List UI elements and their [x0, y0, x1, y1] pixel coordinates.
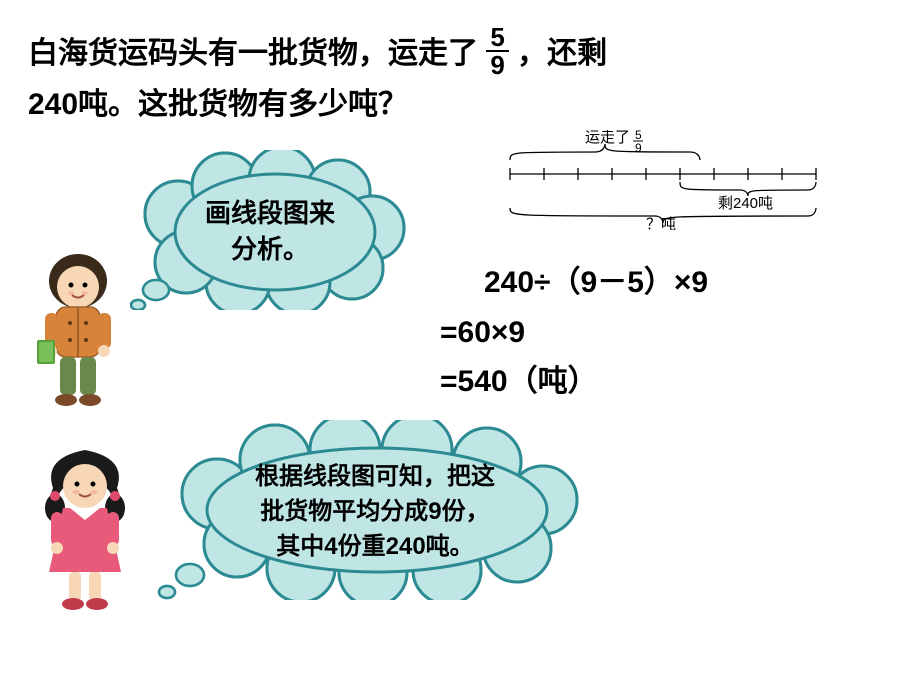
calc-line2: =60×9: [440, 308, 708, 358]
bubble2-text: 根据线段图可知，把这 批货物平均分成9份， 其中4份重240吨。: [155, 460, 595, 564]
calc-line1: 240÷（9－5）×9: [440, 258, 708, 308]
child-boy: [20, 245, 130, 415]
diagram-top-label: 运走了: [585, 130, 630, 146]
problem-line2: 240吨。这批货物有多少吨？: [28, 88, 408, 121]
diagram-bottom-label: ？吨: [646, 216, 676, 230]
diagram-frac-den: 9: [635, 141, 642, 155]
calculation-block: 240÷（9－5）×9 =60×9 =540（吨）: [440, 258, 708, 407]
diagram-right-label: 剩240吨: [718, 195, 773, 212]
bubble2-line1: 根据线段图可知，把这: [255, 463, 495, 490]
problem-part1: 白海货运码头有一批货物，运走了: [28, 37, 478, 70]
frac-denominator: 9: [486, 52, 508, 78]
thought-bubble-1: 画线段图来 分析。: [130, 150, 410, 310]
problem-statement: 白海货运码头有一批货物，运走了 5 9 ，还剩 240吨。这批货物有多少吨？: [28, 28, 880, 127]
problem-part2: ，还剩: [517, 37, 607, 70]
thought-bubble-2: 根据线段图可知，把这 批货物平均分成9份， 其中4份重240吨。: [155, 420, 595, 600]
bubble2-line3: 其中4份重240吨。: [276, 533, 473, 560]
calc-line3: =540（吨）: [440, 357, 708, 407]
frac-numerator: 5: [486, 24, 508, 52]
bubble1-text: 画线段图来 分析。: [130, 195, 410, 268]
bubble1-line1: 画线段图来: [205, 198, 335, 228]
bubble1-line2: 分析。: [231, 234, 309, 264]
bubble2-line2: 批货物平均分成9份，: [260, 498, 489, 525]
segment-diagram: 运走了 5 9 剩240吨 ？吨: [490, 130, 840, 230]
problem-fraction: 5 9: [486, 24, 508, 78]
child-girl: [25, 440, 145, 620]
